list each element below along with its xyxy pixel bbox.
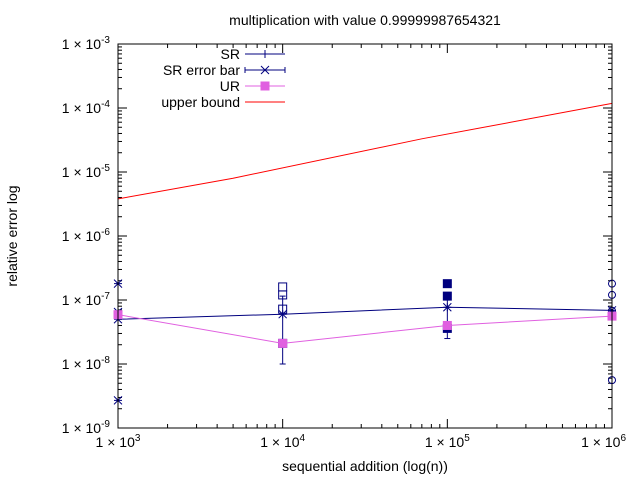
legend-marker bbox=[260, 81, 270, 91]
series-marker bbox=[442, 320, 452, 330]
x-tick-label: 1 × 104 bbox=[260, 433, 305, 450]
x-tick-label-mantissa: 1 × 10 bbox=[260, 434, 300, 450]
legend-label: SR error bar bbox=[163, 62, 240, 78]
plot-frame bbox=[117, 43, 613, 429]
y-axis-label: relative error log bbox=[4, 185, 20, 286]
y-tick-label-exponent: -6 bbox=[101, 227, 110, 238]
y-tick-label: 1 × 10-5 bbox=[62, 163, 111, 180]
series-marker bbox=[442, 302, 452, 312]
series-marker bbox=[278, 338, 288, 348]
series-marker bbox=[278, 309, 288, 319]
y-tick-label: 1 × 10-7 bbox=[62, 291, 111, 308]
legend-marker bbox=[261, 50, 269, 58]
y-tick-label-exponent: -9 bbox=[101, 419, 110, 430]
y-tick-label-mantissa: 1 × 10 bbox=[62, 36, 102, 52]
series-line bbox=[117, 306, 613, 320]
legend-label: upper bound bbox=[161, 94, 240, 110]
legend-marker bbox=[260, 65, 270, 75]
x-tick-label-exponent: 6 bbox=[620, 433, 626, 444]
y-tick-label-mantissa: 1 × 10 bbox=[62, 356, 102, 372]
y-tick-label: 1 × 10-8 bbox=[62, 355, 111, 372]
y-tick-label-exponent: -3 bbox=[101, 35, 110, 46]
y-tick-label-exponent: -7 bbox=[101, 291, 110, 302]
x-tick-label: 1 × 103 bbox=[96, 433, 141, 450]
series-line bbox=[117, 314, 613, 344]
x-tick-label: 1 × 106 bbox=[581, 433, 626, 450]
y-tick-label: 1 × 10-3 bbox=[62, 35, 111, 52]
x-tick-label-exponent: 4 bbox=[300, 433, 306, 444]
legend-label: SR bbox=[221, 46, 240, 62]
axis-ticks: 1 × 10-91 × 10-81 × 10-71 × 10-61 × 10-5… bbox=[62, 35, 627, 450]
y-tick-label: 1 × 10-9 bbox=[62, 419, 111, 436]
x-axis-label: sequential addition (log(n)) bbox=[282, 458, 448, 474]
y-tick-label-mantissa: 1 × 10 bbox=[62, 420, 102, 436]
x-tick-label-mantissa: 1 × 10 bbox=[581, 434, 621, 450]
x-tick-label-exponent: 3 bbox=[135, 433, 141, 444]
y-tick-label: 1 × 10-6 bbox=[62, 227, 111, 244]
y-tick-label-exponent: -8 bbox=[101, 355, 110, 366]
sample-point-square-filled bbox=[442, 279, 452, 289]
x-tick-label: 1 × 105 bbox=[425, 433, 470, 450]
y-tick-label-mantissa: 1 × 10 bbox=[62, 228, 102, 244]
x-tick-label-mantissa: 1 × 10 bbox=[425, 434, 465, 450]
legend-label: UR bbox=[220, 78, 240, 94]
y-tick-label-mantissa: 1 × 10 bbox=[62, 100, 102, 116]
x-tick-label-exponent: 5 bbox=[464, 433, 470, 444]
x-tick-label-mantissa: 1 × 10 bbox=[96, 434, 136, 450]
chart-title: multiplication with value 0.999999876543… bbox=[229, 12, 501, 28]
series-line bbox=[117, 102, 613, 200]
y-tick-label-mantissa: 1 × 10 bbox=[62, 164, 102, 180]
y-tick-label-exponent: -4 bbox=[101, 99, 110, 110]
y-tick-label: 1 × 10-4 bbox=[62, 99, 111, 116]
y-tick-label-exponent: -5 bbox=[101, 163, 110, 174]
y-tick-label-mantissa: 1 × 10 bbox=[62, 292, 102, 308]
